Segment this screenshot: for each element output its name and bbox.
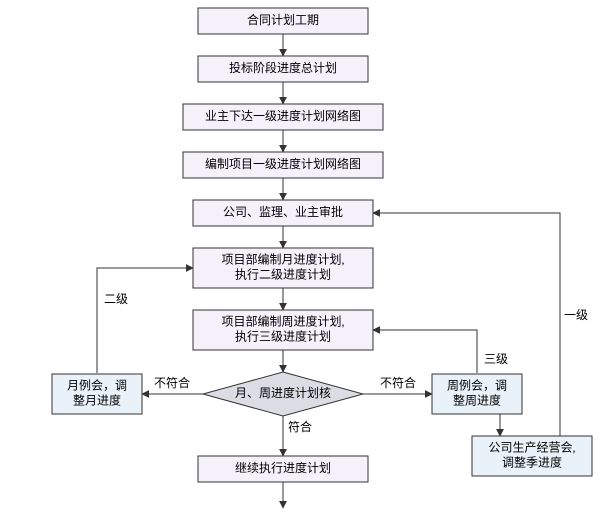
node-n8: 月、周进度计划核 bbox=[203, 372, 363, 416]
node-nR2: 公司生产经营会,调整季进度 bbox=[472, 436, 592, 476]
edge-nL-n6 bbox=[97, 268, 193, 373]
node-n2: 投标阶段进度总计划 bbox=[198, 56, 368, 82]
node-text-n9-0: 继续执行进度计划 bbox=[235, 460, 331, 475]
node-n4: 编制项目一级进度计划网络图 bbox=[183, 152, 383, 178]
node-text-n2-0: 投标阶段进度总计划 bbox=[229, 60, 337, 75]
node-text-n7-0: 项目部编制周进度计划, bbox=[221, 313, 344, 328]
edge-label-n8-nR1: 不符合 bbox=[380, 375, 416, 390]
node-text-nR2-1: 调整季进度 bbox=[502, 454, 562, 469]
node-n3: 业主下达一级进度计划网络图 bbox=[183, 104, 383, 130]
node-text-n4-0: 编制项目一级进度计划网络图 bbox=[205, 156, 361, 171]
node-text-n6-1: 执行二级进度计划 bbox=[235, 266, 331, 281]
nodes-layer: 合同计划工期投标阶段进度总计划业主下达一级进度计划网络图编制项目一级进度计划网络… bbox=[52, 8, 592, 482]
node-text-n3-0: 业主下达一级进度计划网络图 bbox=[205, 108, 361, 123]
node-text-n6-0: 项目部编制月进度计划, bbox=[221, 251, 344, 266]
node-n5: 公司、监理、业主审批 bbox=[193, 200, 373, 226]
edge-nR1-n7 bbox=[373, 330, 477, 373]
node-text-nL-0: 月例会，调 bbox=[67, 378, 127, 392]
node-text-nR1-1: 整周进度 bbox=[453, 392, 501, 407]
edge-label-nL-n6: 二级 bbox=[104, 292, 128, 306]
edge-label-n8-nL: 不符合 bbox=[154, 375, 190, 390]
node-text-nR2-0: 公司生产经营会, bbox=[488, 440, 575, 454]
node-nL: 月例会，调整月进度 bbox=[52, 374, 142, 414]
edge-label-nR1-n7: 三级 bbox=[484, 352, 508, 366]
flowchart-canvas: 符合不符合不符合二级三级一级合同计划工期投标阶段进度总计划业主下达一级进度计划网… bbox=[0, 0, 610, 518]
node-text-n8-0: 月、周进度计划核 bbox=[235, 385, 331, 400]
node-nR1: 周例会，调整周进度 bbox=[432, 374, 522, 414]
node-text-n5-0: 公司、监理、业主审批 bbox=[223, 204, 343, 219]
edge-label-nR2-n5: 一级 bbox=[564, 308, 588, 322]
node-n1: 合同计划工期 bbox=[198, 8, 368, 34]
node-n7: 项目部编制周进度计划,执行三级进度计划 bbox=[193, 310, 373, 350]
node-n6: 项目部编制月进度计划,执行二级进度计划 bbox=[193, 248, 373, 288]
node-text-n7-1: 执行三级进度计划 bbox=[235, 328, 331, 343]
node-text-nL-1: 整月进度 bbox=[73, 392, 121, 407]
node-text-nR1-0: 周例会，调 bbox=[447, 378, 507, 392]
edge-label-n8-n9: 符合 bbox=[288, 419, 312, 434]
node-n9: 继续执行进度计划 bbox=[198, 456, 368, 482]
node-text-n1-0: 合同计划工期 bbox=[247, 12, 319, 27]
